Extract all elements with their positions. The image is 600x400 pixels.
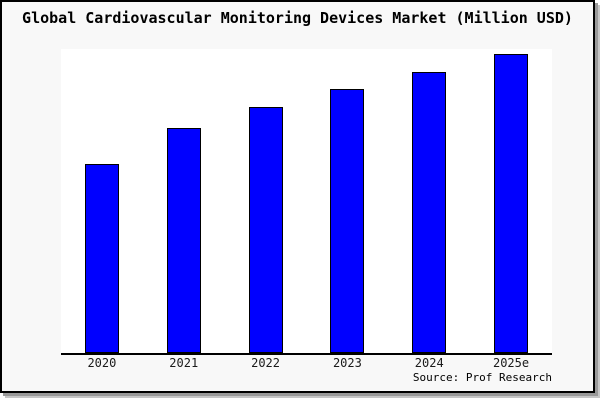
plot-area [61,49,552,355]
bar-slot-2021 [143,49,225,353]
x-tick-label-2023: 2023 [332,356,362,370]
bar-slot-2023 [306,49,388,353]
bar-2023 [330,89,365,353]
x-tick-label-2021: 2021 [169,356,199,370]
bar-2022 [248,107,283,353]
bar-2020 [84,164,119,353]
x-tick-label-2024: 2024 [414,356,444,370]
x-tick-label-2025e: 2025e [492,356,530,370]
bar-2021 [166,128,201,353]
bar-slot-2025e [470,49,552,353]
bar-slot-2024 [388,49,470,353]
x-tick-label-2020: 2020 [87,356,117,370]
chart-frame: Global Cardiovascular Monitoring Devices… [0,0,595,393]
bar-2025e [494,53,529,353]
bar-2024 [412,71,447,353]
bar-slot-2022 [225,49,307,353]
source-credit: Source: Prof Research [412,371,552,384]
x-axis-labels: 2020 2021 2022 2023 2024 2025e [61,357,552,370]
bar-slot-2020 [61,49,143,353]
chart-title: Global Cardiovascular Monitoring Devices… [22,9,573,27]
x-tick-label-2022: 2022 [251,356,281,370]
